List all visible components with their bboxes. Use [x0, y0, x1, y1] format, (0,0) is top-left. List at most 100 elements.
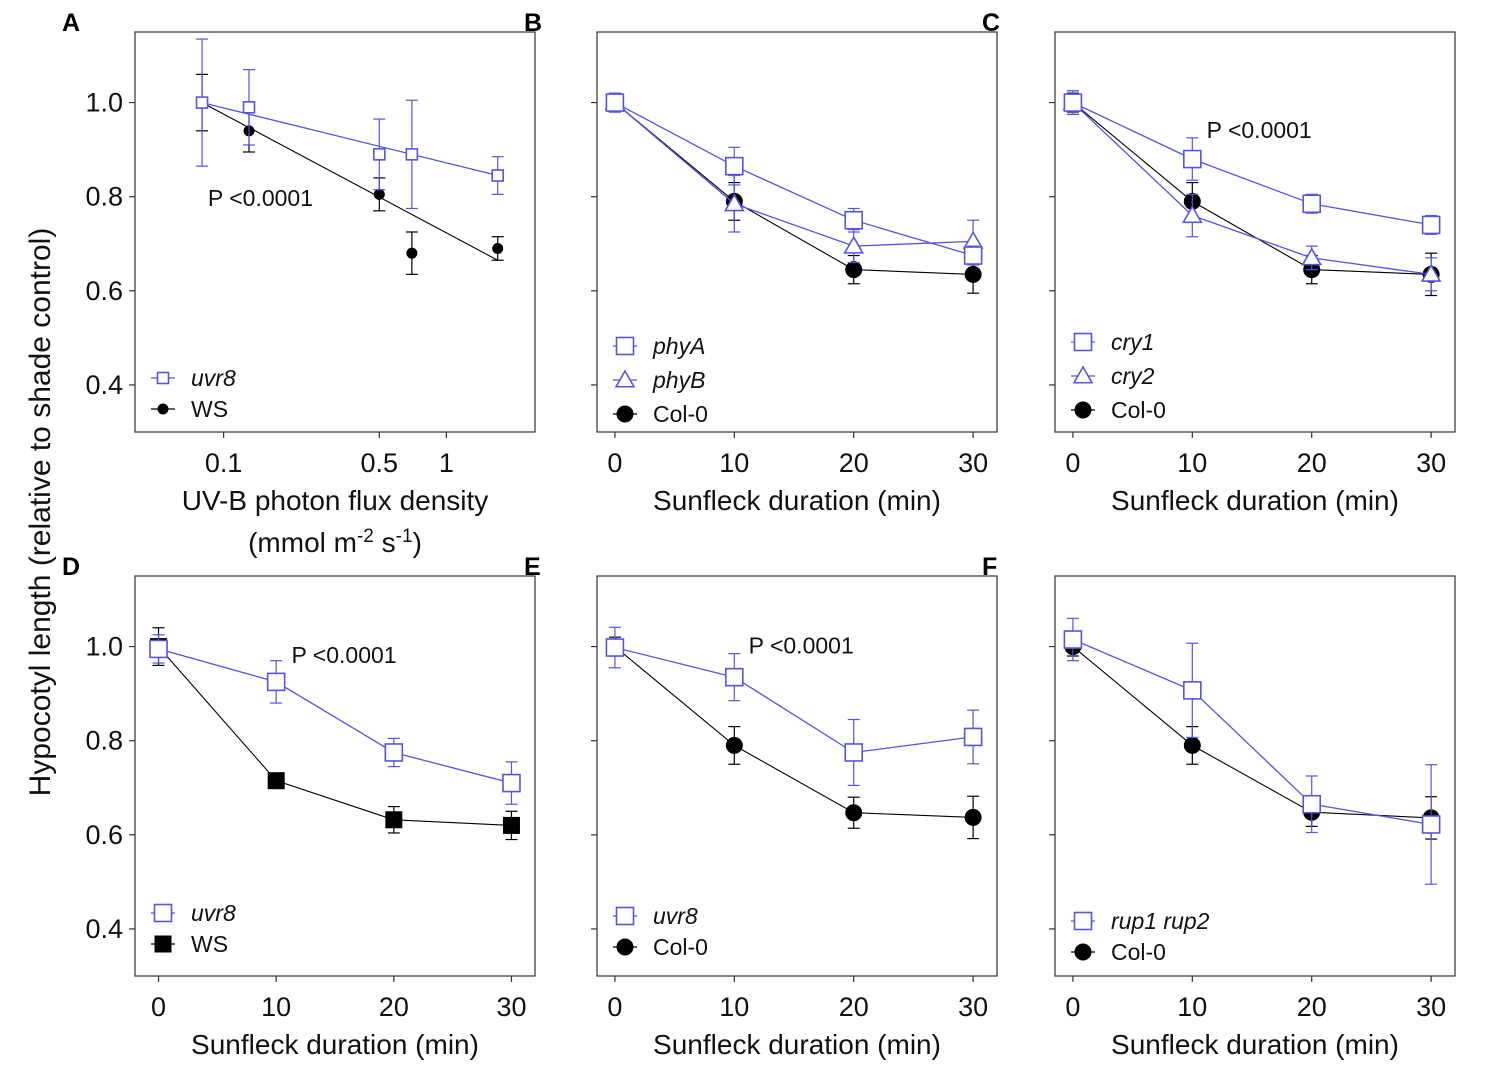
series-col-0 [1064, 636, 1440, 840]
x-axis-title: Sunfleck duration (min) [1111, 1029, 1399, 1060]
panel-e: E 0 10 20 30 Sunfleck duration (min) P <0.0001… [524, 553, 998, 1060]
y-tick-label: 0.4 [85, 914, 123, 944]
data-point [844, 210, 864, 230]
legend-label: rup1 rup2 [1111, 908, 1210, 934]
data-point [267, 772, 285, 790]
fit-line [201, 101, 498, 177]
data-point [1063, 630, 1083, 649]
legend: uvr8 WS [151, 365, 236, 422]
data-point [1302, 794, 1322, 814]
data-point [491, 169, 504, 182]
data-point [502, 773, 521, 793]
p-value-annotation: P <0.0001 [1207, 117, 1312, 143]
x-tick-label: 10 [1177, 448, 1207, 478]
series-line [1072, 102, 1432, 276]
series-line [614, 646, 974, 754]
legend-label: uvr8 [191, 365, 236, 391]
data-point [1421, 815, 1441, 834]
legend-label: phyA [652, 333, 705, 359]
panel-c: C 0 10 20 30 Sunfleck duration (min) P <0.0001… [982, 9, 1456, 516]
legend-marker [156, 371, 170, 385]
data-point [1421, 215, 1441, 235]
legend-label: cry2 [1111, 363, 1155, 389]
legend-marker [616, 405, 634, 423]
data-point [964, 808, 982, 826]
data-point [843, 235, 865, 254]
data-point [845, 261, 863, 279]
series-line [614, 646, 974, 818]
x-tick-label: 10 [1177, 992, 1207, 1022]
legend-marker [1073, 332, 1093, 352]
p-value-annotation: P <0.0001 [208, 185, 313, 211]
x-tick-label: 20 [1297, 448, 1327, 478]
legend-item: Col-0 [613, 934, 708, 960]
data-point [725, 156, 744, 176]
series-rup1-rup2 [1063, 617, 1441, 885]
x-tick-label: 1 [439, 448, 454, 478]
x-tick-label: 10 [261, 992, 291, 1022]
series-uvr8 [605, 626, 983, 787]
x-tick-label: 0 [151, 992, 166, 1022]
legend-label: Col-0 [1111, 397, 1166, 423]
legend: uvr8 WS [151, 900, 236, 957]
legend-marker [616, 938, 634, 956]
panel-b: B 0 10 20 30 Sunfleck duration (min) phyA phyB C… [524, 9, 998, 516]
data-point [502, 816, 520, 834]
legend-item: uvr8 [151, 900, 236, 926]
x-tick-label: 20 [839, 448, 869, 478]
legend-item: Col-0 [1071, 939, 1166, 965]
data-point [149, 639, 168, 659]
data-point [242, 100, 256, 114]
panel-f: F 0 10 20 30 Sunfleck duration (min) rup1 rup2… [982, 553, 1456, 1060]
x-tick-label: 0 [607, 992, 622, 1022]
y-tick-label: 0.8 [85, 182, 123, 212]
legend-marker [154, 935, 172, 953]
series-phyb [604, 91, 984, 264]
y-tick-label: 0.6 [85, 820, 123, 850]
series-line [1072, 646, 1432, 819]
panel-letter: C [982, 9, 1000, 37]
legend-item: rup1 rup2 [1071, 908, 1210, 934]
legend-label: phyB [652, 367, 705, 393]
p-value-annotation: P <0.0001 [749, 633, 854, 659]
data-point [1183, 736, 1201, 754]
legend-item: uvr8 [151, 365, 236, 391]
data-point [385, 811, 403, 829]
legend: uvr8 Col-0 [613, 903, 708, 960]
data-point [384, 743, 404, 762]
legend-label: WS [191, 396, 228, 422]
data-point [1302, 194, 1322, 214]
data-point [605, 638, 625, 657]
panel-letter: A [62, 9, 80, 37]
y-tick-label: 0.8 [85, 726, 123, 756]
data-point [725, 736, 743, 754]
plot-frame [134, 31, 536, 433]
legend-item: Col-0 [1071, 397, 1166, 423]
x-tick-label: 30 [958, 448, 988, 478]
series-ws [196, 73, 504, 275]
x-tick-label: 0 [1065, 992, 1080, 1022]
series-uvr8 [149, 634, 521, 805]
data-point [845, 804, 863, 822]
legend-marker [614, 369, 636, 388]
legend-item: cry1 [1071, 329, 1154, 355]
panel-letter: B [524, 9, 542, 37]
x-tick-label: 30 [496, 992, 526, 1022]
legend-item: cry2 [1071, 363, 1155, 389]
x-tick-label: 10 [719, 448, 749, 478]
x-tick-label: 0 [1065, 448, 1080, 478]
series-line [158, 648, 512, 784]
data-point [1063, 93, 1083, 112]
x-tick-label: 10 [719, 992, 749, 1022]
x-tick-label: 30 [1416, 448, 1446, 478]
y-tick-label: 1.0 [85, 88, 123, 118]
x-tick-label: 20 [379, 992, 409, 1022]
legend-item: phyA [613, 333, 705, 359]
x-tick-label: 0.5 [361, 448, 399, 478]
x-axis-title: Sunfleck duration (min) [653, 485, 941, 516]
plot-frame [1054, 575, 1456, 977]
legend-label: uvr8 [653, 903, 698, 929]
legend-marker [615, 906, 635, 926]
legend-marker [1074, 943, 1092, 961]
legend-marker [1073, 911, 1093, 931]
